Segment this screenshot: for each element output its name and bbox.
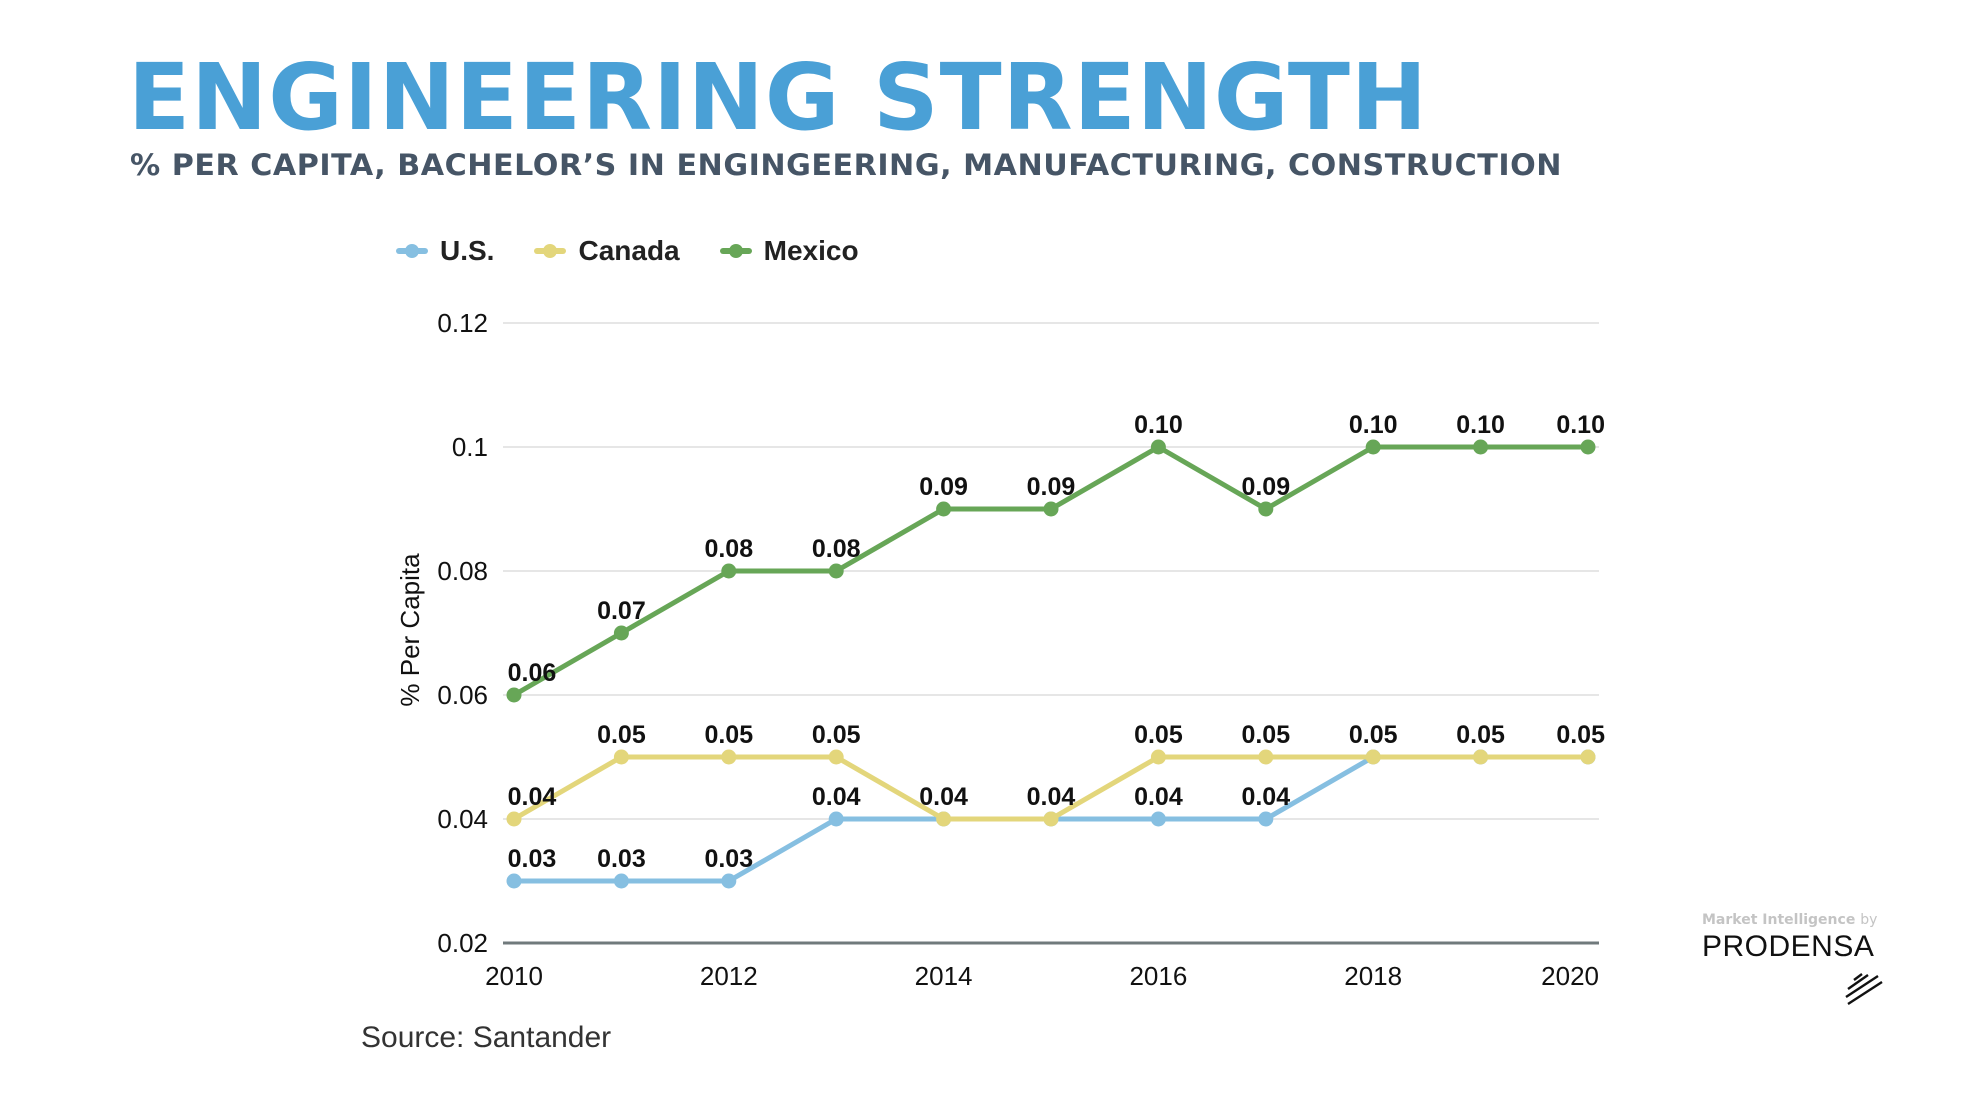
series-lines: [506, 439, 1596, 889]
data-point-mexico: [506, 687, 522, 703]
y-tick-label: 0.04: [437, 804, 488, 834]
data-label-mexico: 0.10: [1349, 411, 1398, 439]
brand-name: PRODENSA: [1702, 930, 1875, 963]
data-label-canada: 0.05: [1456, 721, 1505, 749]
brand-tagline: Market Intelligence by: [1702, 912, 1902, 928]
data-point-mexico: [1150, 439, 1166, 455]
data-point-canada: [1580, 749, 1596, 765]
data-point-mexico: [721, 563, 737, 579]
data-point-canada: [828, 749, 844, 765]
data-label-us: 0.04: [812, 783, 861, 811]
source-note: Source: Santander: [361, 1021, 612, 1054]
data-label-canada: 0.04: [1027, 783, 1076, 811]
grid-lines: [503, 322, 1599, 945]
brand-tagline-by: by: [1860, 912, 1878, 928]
legend-item-canada: Canada: [534, 235, 680, 267]
data-label-us: 0.03: [597, 845, 646, 873]
data-label-mexico: 0.06: [508, 659, 557, 687]
legend-item-mexico: Mexico: [719, 235, 859, 267]
data-point-canada: [1473, 749, 1489, 765]
x-tick-label: 2012: [700, 961, 758, 991]
legend-item-us: U.S.: [396, 235, 494, 267]
data-label-mexico: 0.07: [597, 597, 646, 625]
data-point-us: [721, 873, 737, 889]
data-label-canada: 0.05: [597, 721, 646, 749]
data-point-canada: [1365, 749, 1381, 765]
data-point-us: [613, 873, 629, 889]
data-label-canada: 0.04: [919, 783, 968, 811]
data-point-us: [1150, 811, 1166, 827]
data-label-us: 0.04: [1241, 783, 1290, 811]
data-label-mexico: 0.09: [1241, 473, 1290, 501]
data-label-us: 0.04: [1134, 783, 1183, 811]
legend-label-canada: Canada: [578, 235, 680, 266]
data-point-mexico: [1258, 501, 1274, 517]
data-label-canada: 0.05: [1241, 721, 1290, 749]
x-tick-label: 2016: [1129, 961, 1187, 991]
x-tick-label: 2020: [1541, 961, 1599, 991]
data-label-mexico: 0.10: [1134, 411, 1183, 439]
page-subtitle: % PER CAPITA, BACHELOR’S IN ENGINGEERING…: [130, 148, 1562, 182]
y-tick-label: 0.02: [437, 928, 488, 958]
data-labels: 0.03 0.03 0.03 0.04 0.04 0.04 0.04 0.05 0.05 0.05…: [508, 411, 1605, 873]
legend-label-us: U.S.: [440, 235, 495, 266]
prodensa-slash-mark-icon: [1845, 973, 1883, 1006]
prodensa-logo: Market Intelligence by PRODENSA: [1702, 912, 1902, 1006]
data-point-canada: [936, 811, 952, 827]
data-point-canada: [721, 749, 737, 765]
data-point-canada: [1258, 749, 1274, 765]
x-tick-label: 2014: [915, 961, 973, 991]
data-label-mexico: 0.08: [704, 535, 753, 563]
x-tick-label: 2010: [485, 961, 543, 991]
data-point-canada: [506, 811, 522, 827]
data-point-us: [828, 811, 844, 827]
page-title: ENGINEERING STRENGTH: [128, 44, 1428, 151]
data-point-mexico: [936, 501, 952, 517]
data-label-mexico: 0.09: [919, 473, 968, 501]
data-label-us: 0.03: [508, 845, 557, 873]
legend-marker-canada-icon: [534, 244, 567, 258]
data-point-mexico: [1580, 439, 1596, 455]
data-point-canada: [613, 749, 629, 765]
x-axis-ticks: 2010 2012 2014 2016 2018 2020: [485, 961, 1599, 991]
y-tick-label: 0.1: [452, 432, 488, 462]
data-label-mexico: 0.09: [1027, 473, 1076, 501]
data-label-us: 0.03: [704, 845, 753, 873]
data-point-mexico: [1473, 439, 1489, 455]
series-mexico: [506, 439, 1596, 703]
y-tick-label: 0.12: [437, 308, 488, 338]
y-tick-label: 0.06: [437, 680, 488, 710]
data-label-mexico: 0.10: [1456, 411, 1505, 439]
y-axis-ticks: 0.02 0.04 0.06 0.08 0.1 0.12: [437, 308, 488, 958]
data-label-mexico: 0.10: [1556, 411, 1605, 439]
data-point-mexico: [828, 563, 844, 579]
brand-tagline-text: Market Intelligence: [1702, 912, 1856, 928]
legend-marker-us-icon: [396, 244, 428, 258]
data-label-canada: 0.05: [704, 721, 753, 749]
series-canada: [506, 749, 1596, 827]
chart-legend: U.S. Canada Mexico: [396, 234, 899, 268]
y-axis-label: % Per Capita: [395, 553, 425, 707]
data-label-canada: 0.05: [812, 721, 861, 749]
data-label-canada: 0.05: [1556, 721, 1605, 749]
legend-marker-mexico-icon: [719, 244, 752, 258]
data-point-canada: [1043, 811, 1059, 827]
x-tick-label: 2018: [1344, 961, 1402, 991]
data-label-canada: 0.04: [508, 783, 557, 811]
data-point-us: [1258, 811, 1274, 827]
data-label-canada: 0.05: [1134, 721, 1183, 749]
data-point-mexico: [1365, 439, 1381, 455]
data-point-canada: [1150, 749, 1166, 765]
y-tick-label: 0.08: [437, 556, 488, 586]
data-point-mexico: [613, 625, 629, 641]
data-point-mexico: [1043, 501, 1059, 517]
data-label-mexico: 0.08: [812, 535, 861, 563]
data-label-canada: 0.05: [1349, 721, 1398, 749]
legend-label-mexico: Mexico: [763, 235, 859, 266]
data-point-us: [506, 873, 522, 889]
